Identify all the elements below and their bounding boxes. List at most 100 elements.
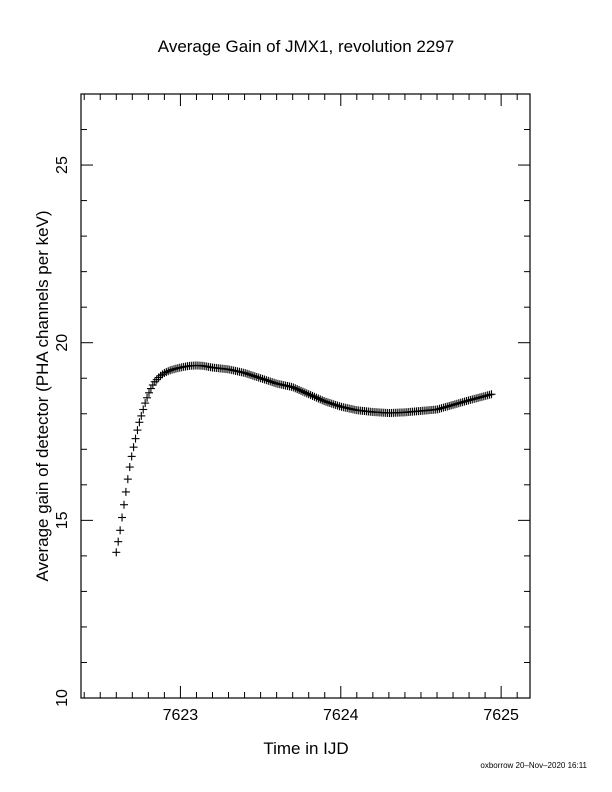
data-points <box>112 361 496 557</box>
data-point <box>462 397 471 406</box>
data-point <box>166 366 175 375</box>
data-point <box>141 399 150 408</box>
data-point <box>135 418 144 427</box>
y-axis-label: Average gain of detector (PHA channels p… <box>33 210 52 581</box>
data-point <box>266 377 275 386</box>
data-point <box>450 400 459 409</box>
data-point <box>248 371 257 380</box>
data-point <box>114 537 123 546</box>
data-point <box>327 399 336 408</box>
data-point <box>139 405 148 414</box>
x-tick-labels: 7623 7624 7625 <box>163 707 519 724</box>
data-point <box>144 388 153 397</box>
data-point <box>320 397 329 406</box>
data-point <box>143 393 152 402</box>
data-point <box>295 385 304 394</box>
data-point <box>435 404 444 413</box>
data-point <box>164 367 173 376</box>
data-point <box>121 487 130 496</box>
data-point <box>293 385 302 394</box>
data-point <box>460 397 469 406</box>
data-point <box>260 375 269 384</box>
data-point <box>291 384 300 393</box>
data-point <box>439 403 448 412</box>
data-point <box>270 378 279 387</box>
data-point <box>323 398 332 407</box>
data-point <box>335 402 344 411</box>
data-point <box>160 368 169 377</box>
data-point <box>118 513 127 522</box>
data-point <box>308 391 317 400</box>
data-point <box>325 399 334 408</box>
data-point <box>322 397 331 406</box>
x-tick-label: 7624 <box>323 707 359 724</box>
data-point <box>458 398 467 407</box>
data-point <box>289 383 298 392</box>
data-point <box>316 395 325 404</box>
data-point <box>246 371 255 380</box>
data-point <box>443 402 452 411</box>
data-point <box>312 393 321 402</box>
data-point <box>245 370 254 379</box>
data-point <box>268 378 277 387</box>
axis-ticks <box>81 93 530 699</box>
data-point <box>333 401 342 410</box>
data-point <box>306 391 315 400</box>
data-point <box>162 368 171 377</box>
data-point <box>298 387 307 396</box>
plot-frame <box>80 93 531 699</box>
y-tick-label: 20 <box>54 334 71 352</box>
data-point <box>252 372 261 381</box>
data-point <box>456 398 465 407</box>
data-point <box>254 373 263 382</box>
y-tick-labels: 10 15 20 25 <box>54 156 71 707</box>
footer-stamp: oxborrow 20–Nov–2020 16:11 <box>480 761 587 770</box>
data-point <box>449 400 458 409</box>
data-point <box>133 426 142 435</box>
data-point <box>287 382 296 391</box>
data-point <box>125 463 134 472</box>
data-point <box>146 384 155 393</box>
data-point <box>119 500 128 509</box>
data-point <box>310 392 319 401</box>
data-point <box>123 475 132 484</box>
data-point <box>243 369 252 378</box>
data-point <box>297 386 306 395</box>
data-point <box>447 401 456 410</box>
data-point <box>116 526 125 535</box>
y-tick-label: 25 <box>54 156 71 174</box>
data-point <box>241 369 250 378</box>
data-point <box>318 396 327 405</box>
data-point <box>258 374 267 383</box>
data-point <box>250 372 259 381</box>
x-tick-label: 7623 <box>163 707 199 724</box>
data-point <box>452 399 461 408</box>
data-point <box>304 390 313 399</box>
data-point <box>437 404 446 413</box>
data-point <box>137 411 146 420</box>
data-point <box>129 443 138 452</box>
data-point <box>300 388 309 397</box>
data-point <box>264 376 273 385</box>
data-point <box>262 376 271 385</box>
data-point <box>314 394 323 403</box>
data-point <box>487 390 496 399</box>
data-point <box>302 389 311 398</box>
data-point <box>433 405 442 414</box>
data-point <box>331 400 340 409</box>
x-tick-label: 7625 <box>483 707 519 724</box>
data-point <box>127 452 136 461</box>
data-point <box>329 400 338 409</box>
data-point <box>256 374 265 383</box>
data-point <box>152 375 161 384</box>
data-point <box>454 399 463 408</box>
data-point <box>131 434 140 443</box>
data-point <box>112 548 121 557</box>
data-point <box>445 401 454 410</box>
y-tick-label: 15 <box>54 511 71 529</box>
x-axis-label: Time in IJD <box>263 739 348 758</box>
chart-title: Average Gain of JMX1, revolution 2297 <box>158 37 454 56</box>
y-tick-label: 10 <box>54 689 71 707</box>
data-point <box>441 403 450 412</box>
